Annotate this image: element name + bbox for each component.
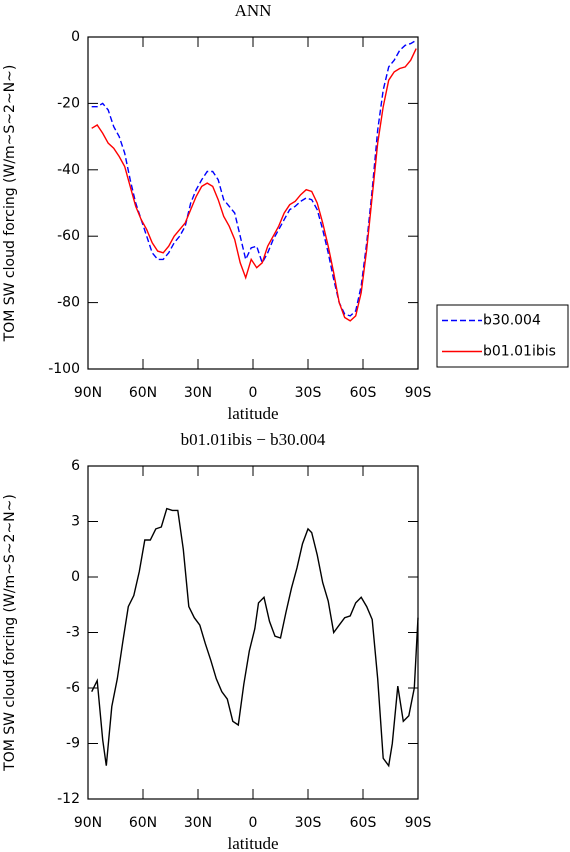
legend-label: b01.01ibis xyxy=(483,344,556,360)
chart-title: ANN xyxy=(235,1,272,20)
series-line xyxy=(91,39,417,317)
x-tick-label: 0 xyxy=(249,385,258,401)
legend-label: b30.004 xyxy=(483,313,541,329)
x-axis-label: latitude xyxy=(228,834,279,852)
series-line xyxy=(91,507,419,768)
y-tick-label: -12 xyxy=(57,791,80,807)
x-tick-label: 0 xyxy=(249,815,258,831)
x-tick-label: 60S xyxy=(350,385,377,401)
x-tick-label: 60N xyxy=(129,815,157,831)
chart-title: b01.01ibis − b30.004 xyxy=(181,430,326,449)
x-tick-label: 30N xyxy=(184,815,212,831)
y-tick-label: 0 xyxy=(71,569,80,585)
x-tick-label: 60N xyxy=(129,385,157,401)
x-tick-label: 30N xyxy=(184,385,212,401)
y-tick-label: -3 xyxy=(66,625,80,641)
y-axis-label: TOM SW cloud forcing (W/m~S~2~N~) xyxy=(2,65,18,343)
y-tick-label: -60 xyxy=(57,228,80,244)
y-tick-label: 3 xyxy=(71,514,80,530)
y-tick-label: -6 xyxy=(66,680,80,696)
x-tick-label: 90N xyxy=(74,385,102,401)
y-tick-label: -80 xyxy=(57,295,80,311)
legend-box xyxy=(436,304,569,368)
plot-frame xyxy=(87,36,419,370)
y-tick-label: 6 xyxy=(71,458,80,474)
x-tick-label: 30S xyxy=(295,385,322,401)
x-tick-label: 90S xyxy=(405,385,432,401)
y-tick-label: -20 xyxy=(57,95,80,111)
x-axis-label: latitude xyxy=(228,404,279,423)
y-tick-label: -9 xyxy=(66,736,80,752)
plot-frame xyxy=(87,465,419,800)
x-tick-label: 90S xyxy=(405,815,432,831)
series-line xyxy=(91,48,417,322)
y-tick-label: 0 xyxy=(71,29,80,45)
x-tick-label: 90N xyxy=(74,815,102,831)
x-tick-label: 30S xyxy=(295,815,322,831)
y-tick-label: -40 xyxy=(57,162,80,178)
y-tick-label: -100 xyxy=(48,361,80,377)
x-tick-label: 60S xyxy=(350,815,377,831)
y-axis-label: TOM SW cloud forcing (W/m~S~2~N~) xyxy=(2,494,18,772)
